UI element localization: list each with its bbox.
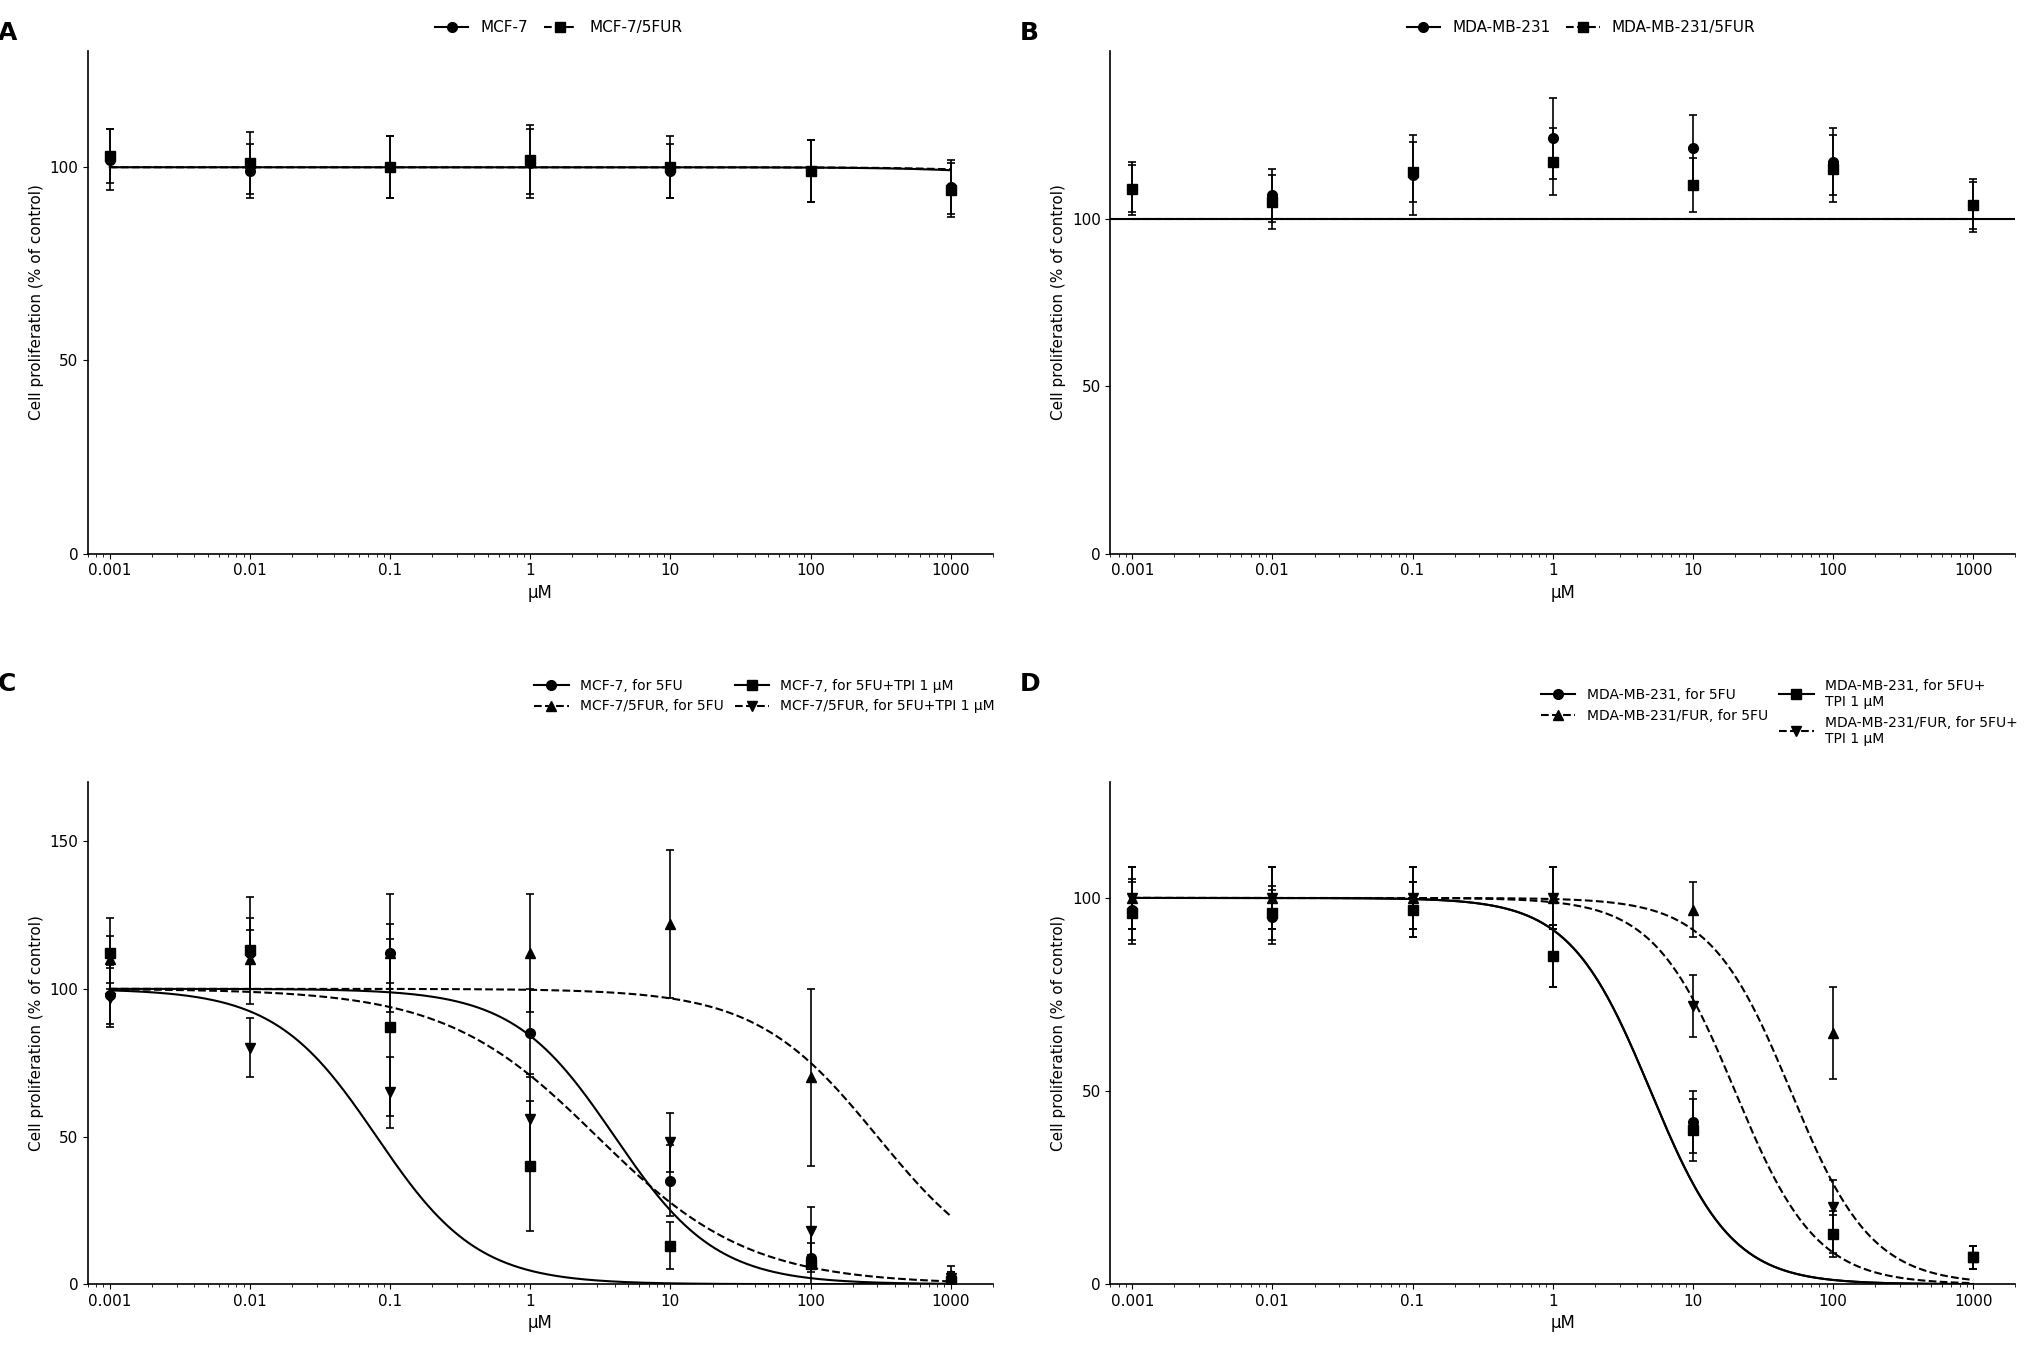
Text: B: B bbox=[1020, 22, 1038, 46]
Y-axis label: Cell proliferation (% of control): Cell proliferation (% of control) bbox=[1051, 915, 1067, 1151]
Y-axis label: Cell proliferation (% of control): Cell proliferation (% of control) bbox=[28, 185, 45, 421]
X-axis label: μM: μM bbox=[528, 1314, 553, 1333]
Y-axis label: Cell proliferation (% of control): Cell proliferation (% of control) bbox=[1051, 185, 1067, 421]
X-axis label: μM: μM bbox=[1550, 1314, 1575, 1333]
Legend: MDA-MB-231, MDA-MB-231/5FUR: MDA-MB-231, MDA-MB-231/5FUR bbox=[1400, 13, 1762, 40]
Legend: MCF-7, for 5FU, MCF-7/5FUR, for 5FU, MCF-7, for 5FU+TPI 1 μM, MCF-7/5FUR, for 5F: MCF-7, for 5FU, MCF-7/5FUR, for 5FU, MCF… bbox=[534, 679, 996, 714]
Y-axis label: Cell proliferation (% of control): Cell proliferation (% of control) bbox=[28, 915, 45, 1151]
Text: C: C bbox=[0, 672, 16, 696]
Text: D: D bbox=[1020, 672, 1040, 696]
Legend: MCF-7, MCF-7/5FUR: MCF-7, MCF-7/5FUR bbox=[429, 13, 689, 40]
Legend: MDA-MB-231, for 5FU, MDA-MB-231/FUR, for 5FU, MDA-MB-231, for 5FU+
TPI 1 μM, MDA: MDA-MB-231, for 5FU, MDA-MB-231/FUR, for… bbox=[1540, 679, 2018, 746]
Text: A: A bbox=[0, 22, 16, 46]
X-axis label: μM: μM bbox=[1550, 584, 1575, 602]
X-axis label: μM: μM bbox=[528, 584, 553, 602]
